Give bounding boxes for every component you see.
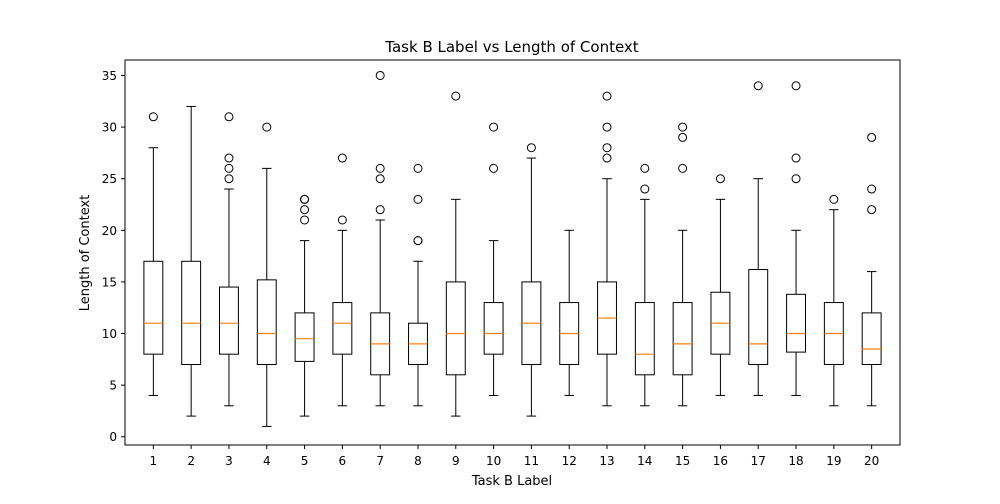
x-tick-label: 18 xyxy=(788,454,803,468)
x-tick-label: 13 xyxy=(599,454,614,468)
y-tick-label: 10 xyxy=(102,327,117,341)
x-tick-label: 17 xyxy=(751,454,766,468)
y-tick-label: 35 xyxy=(102,69,117,83)
y-tick-label: 15 xyxy=(102,275,117,289)
x-tick-label: 11 xyxy=(524,454,539,468)
x-tick-label: 1 xyxy=(150,454,158,468)
x-tick-label: 10 xyxy=(486,454,501,468)
y-tick-label: 0 xyxy=(109,430,117,444)
x-tick-label: 14 xyxy=(637,454,652,468)
x-axis-label: Task B Label xyxy=(471,474,552,489)
x-tick-label: 8 xyxy=(414,454,422,468)
chart-title: Task B Label vs Length of Context xyxy=(384,38,639,56)
x-tick-label: 19 xyxy=(826,454,841,468)
x-tick-label: 5 xyxy=(301,454,309,468)
y-tick-label: 20 xyxy=(102,224,117,238)
x-tick-label: 9 xyxy=(452,454,460,468)
y-tick-label: 30 xyxy=(102,121,117,135)
x-tick-label: 3 xyxy=(225,454,233,468)
x-tick-label: 6 xyxy=(339,454,347,468)
x-tick-label: 12 xyxy=(562,454,577,468)
x-tick-label: 16 xyxy=(713,454,728,468)
y-tick-label: 5 xyxy=(109,379,117,393)
y-tick-label: 25 xyxy=(102,172,117,186)
y-axis-label: Length of Context xyxy=(78,195,93,312)
x-tick-label: 20 xyxy=(864,454,879,468)
x-tick-label: 2 xyxy=(187,454,195,468)
x-tick-label: 4 xyxy=(263,454,271,468)
x-tick-label: 15 xyxy=(675,454,690,468)
x-tick-label: 7 xyxy=(376,454,384,468)
